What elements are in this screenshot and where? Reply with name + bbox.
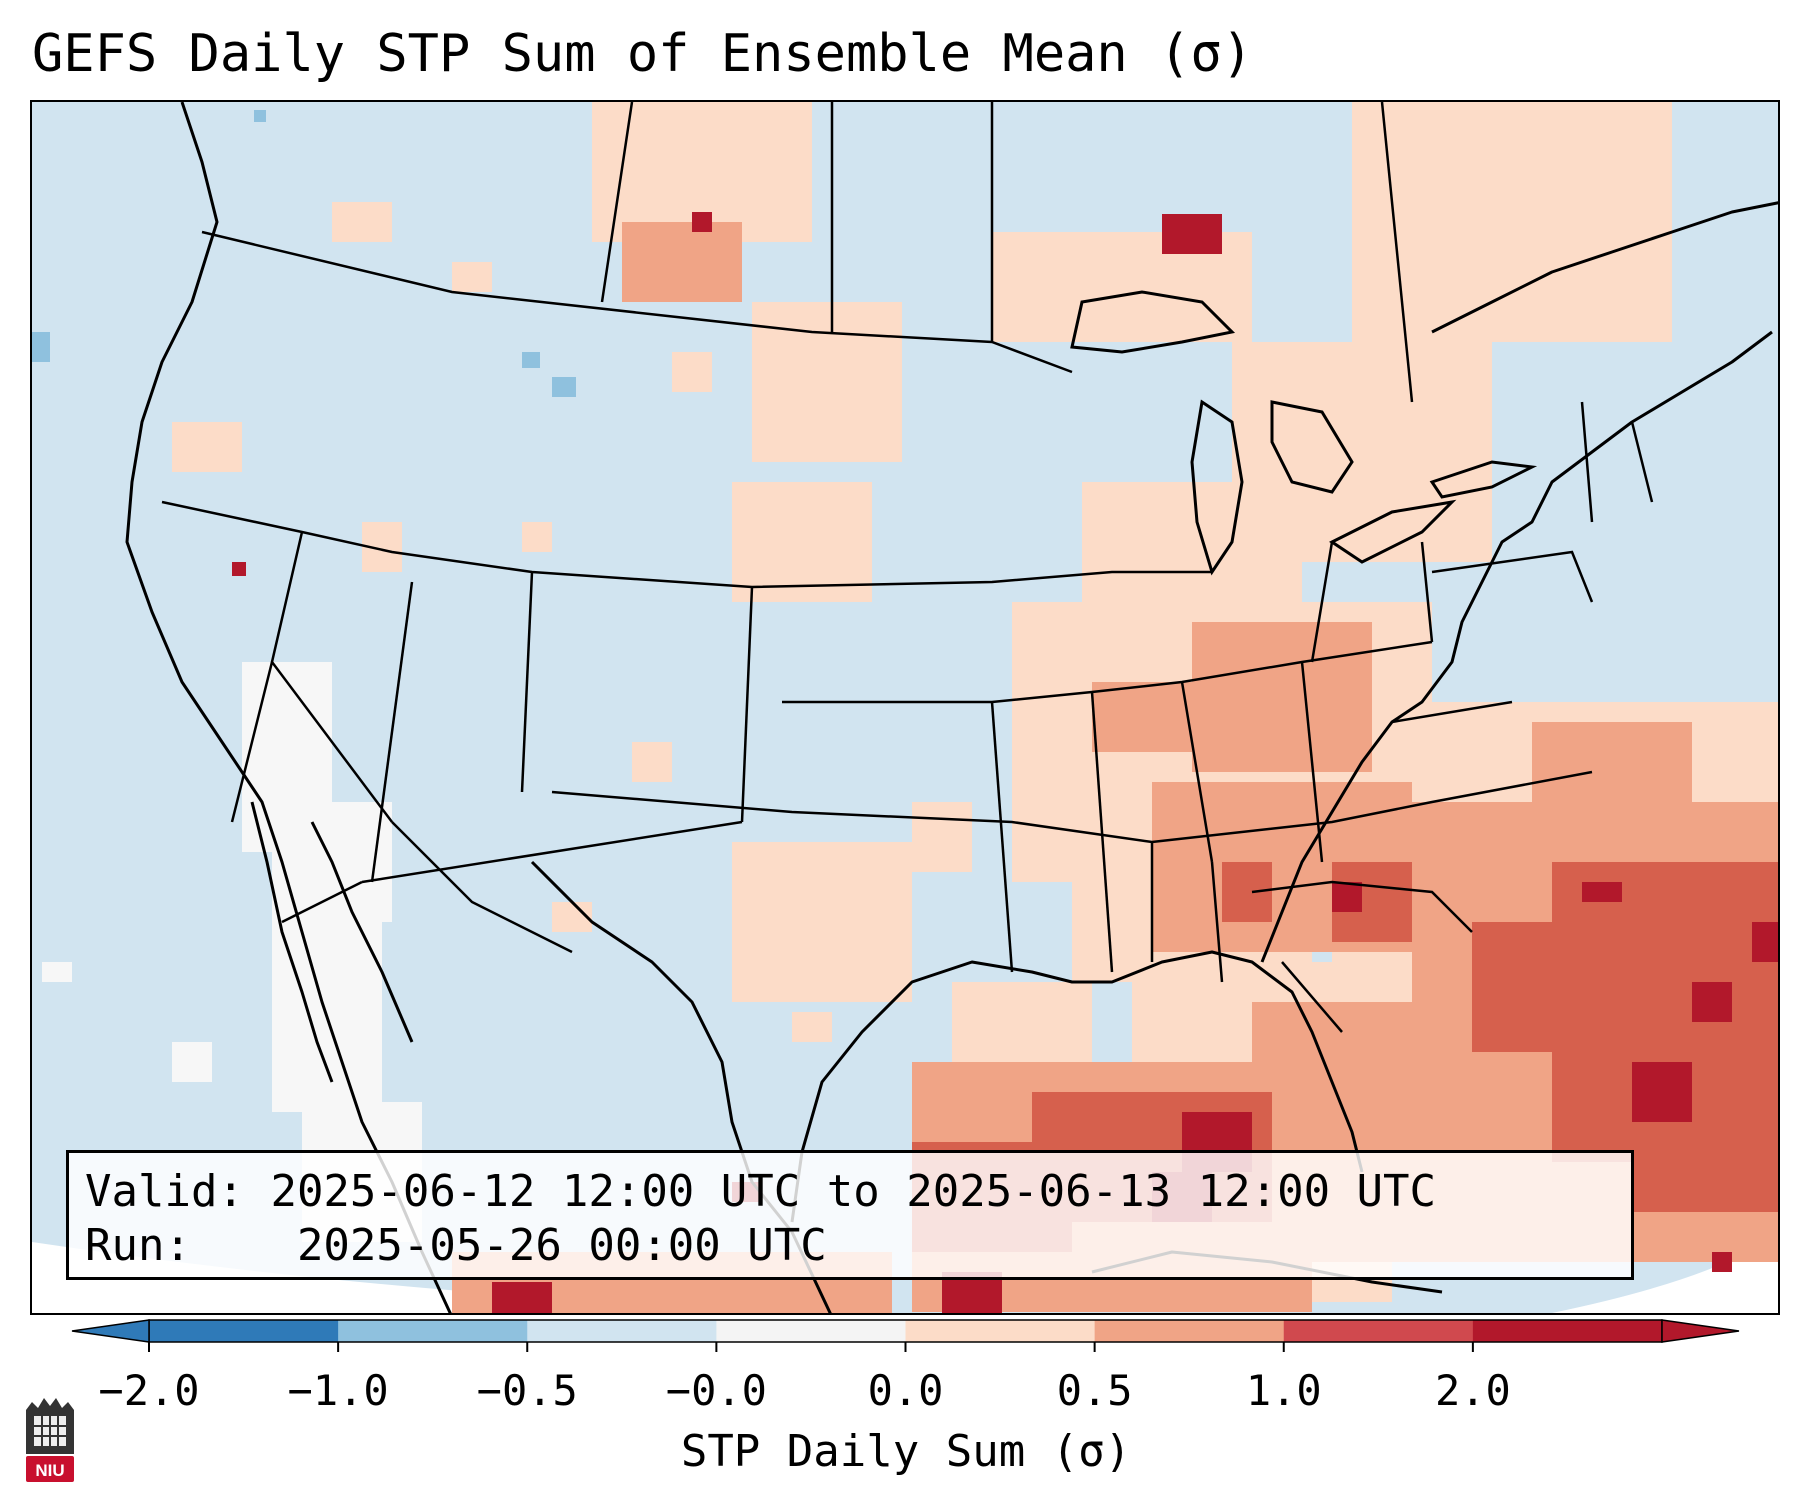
colorbar-tick-label: −2.0 (98, 1366, 200, 1415)
border-seg-19 (1420, 541, 1434, 643)
lake-ontario (1429, 460, 1538, 499)
colorbar-segment (1472, 1320, 1663, 1342)
map-canvas (32, 102, 1778, 1313)
gulf-coast-us (790, 950, 1364, 1223)
border-row-3 (782, 640, 1433, 704)
border-seg-9 (281, 880, 363, 924)
border-seg-18 (1310, 541, 1334, 663)
border-seg-12 (1180, 681, 1214, 863)
run-value: 2025-05-26 00:00 UTC (296, 1220, 827, 1271)
border-seg-20 (1431, 550, 1594, 603)
lake-michigan (1190, 399, 1244, 576)
colorbar-tick-label: 0.0 (867, 1366, 944, 1415)
colorbar-tick-label: −1.0 (287, 1366, 389, 1415)
border-seg-6 (520, 571, 534, 793)
border-seg-16 (1251, 880, 1473, 933)
border-seg-4 (1380, 102, 1414, 403)
valid-value: 2025-06-12 12:00 UTC to 2025-06-13 12:00… (270, 1166, 1437, 1217)
run-label: Run: (85, 1220, 191, 1271)
colorbar-segment (905, 1320, 1096, 1342)
border-seg-8 (391, 821, 573, 954)
border-seg-21 (1580, 401, 1594, 523)
border-seg-10 (990, 701, 1014, 973)
projection-edge-left (32, 1242, 820, 1313)
border-seg-17 (1281, 961, 1343, 1033)
border-row-2 (361, 820, 743, 884)
niu-logo: NIU (26, 1398, 74, 1482)
map-title: GEFS Daily STP Sum of Ensemble Mean (σ) (32, 24, 1253, 84)
lake-huron (1270, 400, 1354, 494)
colorbar-segment (1094, 1320, 1285, 1342)
border-seg-7 (740, 586, 754, 823)
projection-edge-right (1551, 1234, 1778, 1313)
valid-run-info-box: Valid: 2025-06-12 12:00 UTC to 2025-06-1… (66, 1150, 1634, 1280)
colorbar-tick-label: 1.0 (1245, 1366, 1322, 1415)
border-seg-11 (1090, 691, 1114, 973)
canada-east-coastline (1431, 201, 1778, 334)
us-canada-border (201, 230, 1073, 374)
logo-text: NIU (35, 1461, 64, 1480)
colorbar-segment (527, 1320, 717, 1342)
lake-erie (1329, 499, 1457, 564)
colorbar-segment (149, 1320, 339, 1342)
colorbar-segment (338, 1320, 528, 1342)
colorbar-tick-label: 2.0 (1434, 1366, 1511, 1415)
colorbar-tick-label: −0.0 (665, 1366, 767, 1415)
lake-superior (1070, 290, 1236, 354)
stp-slight-negative (32, 110, 576, 397)
border-seg-23 (230, 661, 274, 823)
colorbar-tick-label: −0.5 (476, 1366, 578, 1415)
border-seg-15 (1210, 861, 1224, 983)
colorbar (71, 1319, 1740, 1352)
colorbar-max-extend (1661, 1319, 1740, 1343)
pacific-coastline (125, 102, 452, 1313)
atlantic-coastline (1260, 330, 1773, 963)
border-seg-24 (1391, 700, 1513, 724)
colorbar-min-extend (71, 1319, 150, 1343)
colorbar-title: STP Daily Sum (σ) (680, 1426, 1132, 1477)
border-seg-1 (600, 102, 634, 303)
baja-peninsula (250, 801, 334, 1083)
colorbar-segment (716, 1320, 906, 1342)
border-seg-13 (1300, 661, 1324, 863)
colorbar-segment (1283, 1320, 1474, 1342)
border-row-1 (161, 500, 1212, 589)
gulf-of-california (310, 821, 414, 1043)
political-borders (161, 102, 1654, 1033)
map-panel (30, 100, 1780, 1315)
border-seg-5 (370, 581, 414, 883)
colorbar-tick-label: 0.5 (1056, 1366, 1133, 1415)
great-lakes (1070, 290, 1538, 576)
valid-label: Valid: (85, 1166, 244, 1217)
border-seg-22 (1630, 421, 1654, 503)
